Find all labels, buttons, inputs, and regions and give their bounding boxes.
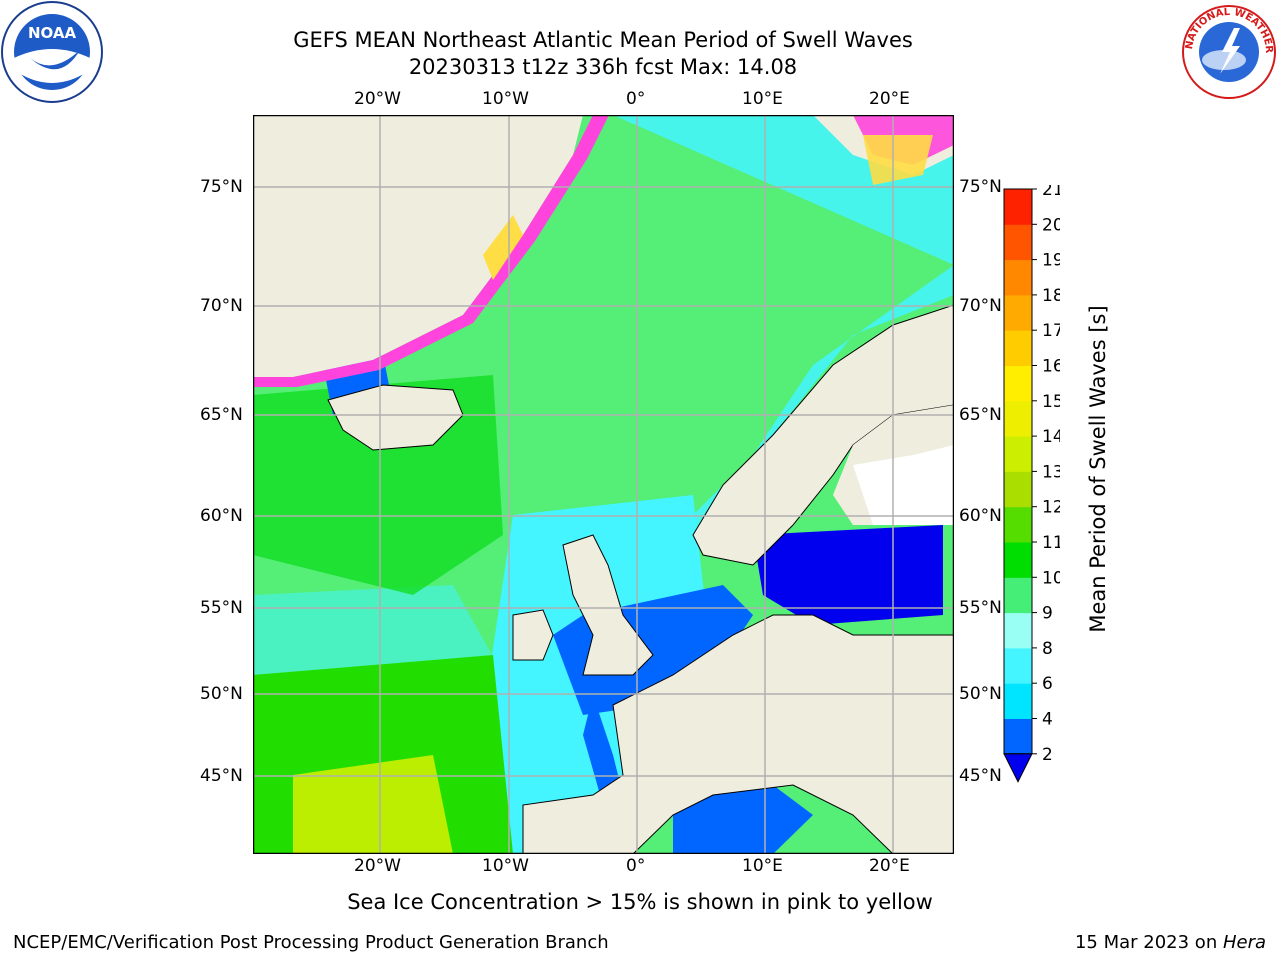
chart-subtitle: 20230313 t12z 336h fcst Max: 14.08 bbox=[408, 55, 798, 79]
lon-label-top-10e: 10°E bbox=[742, 89, 783, 109]
colorbar-tick-label: 18 bbox=[1042, 286, 1060, 306]
lat-label-right-70n: 70°N bbox=[959, 296, 1002, 316]
lat-label-left-60n: 60°N bbox=[200, 506, 243, 526]
colorbar: 2 4 6 8 9 10 11 12 13 14 15 16 17 18 19 20 21 bbox=[1000, 180, 1064, 785]
land-continental-europe bbox=[522, 614, 955, 855]
colorbar-segment bbox=[1004, 577, 1032, 614]
sea-ice-yellow-greenland bbox=[483, 215, 523, 280]
lat-label-left-75n: 75°N bbox=[200, 177, 243, 197]
colorbar-segment bbox=[1004, 506, 1032, 543]
colorbar-segment bbox=[1004, 330, 1032, 366]
colorbar-segment bbox=[1004, 436, 1032, 472]
lat-label-right-55n: 55°N bbox=[959, 598, 1002, 618]
colorbar-scale: 2 4 6 8 9 10 11 12 13 14 15 16 17 18 19 20 21 bbox=[1003, 180, 1064, 783]
swell-period-map bbox=[252, 114, 955, 855]
colorbar-tick-label: 14 bbox=[1042, 427, 1060, 447]
colorbar-segment bbox=[1004, 718, 1032, 755]
lat-label-left-70n: 70°N bbox=[200, 296, 243, 316]
map-frame bbox=[252, 114, 955, 855]
colorbar-segment bbox=[1004, 647, 1032, 684]
footer-date-text: 15 Mar 2023 on bbox=[1074, 932, 1223, 953]
footer-machine: Hera bbox=[1222, 932, 1266, 953]
lon-label-bottom-10w: 10°W bbox=[482, 856, 529, 876]
colorbar-segment bbox=[1004, 612, 1032, 649]
colorbar-tick-label: 15 bbox=[1042, 392, 1060, 412]
lat-label-right-75n: 75°N bbox=[959, 177, 1002, 197]
footer-credit: NCEP/EMC/Verification Post Processing Pr… bbox=[13, 932, 609, 953]
colorbar-segment bbox=[1004, 224, 1032, 261]
lat-label-right-50n: 50°N bbox=[959, 684, 1002, 704]
colorbar-tick-label: 11 bbox=[1042, 533, 1060, 553]
land-greenland bbox=[253, 115, 583, 377]
colorbar-tick-label: 8 bbox=[1042, 639, 1053, 659]
colorbar-tick-label: 21 bbox=[1042, 185, 1060, 200]
lon-label-top-10w: 10°W bbox=[482, 89, 529, 109]
colorbar-tick-label: 16 bbox=[1042, 357, 1060, 377]
colorbar-tick-label: 6 bbox=[1042, 674, 1053, 694]
deep-blue-baltic bbox=[753, 525, 943, 625]
lon-label-top-20w: 20°W bbox=[354, 89, 401, 109]
colorbar-segment bbox=[1004, 400, 1032, 437]
colorbar-segment bbox=[1004, 471, 1032, 508]
colorbar-tick-label: 19 bbox=[1042, 251, 1060, 271]
nws-logo: NATIONAL WEATHER SERVICE bbox=[1174, 0, 1280, 100]
lat-label-left-65n: 65°N bbox=[200, 405, 243, 425]
lon-label-bottom-20e: 20°E bbox=[869, 856, 910, 876]
land-iceland bbox=[327, 384, 464, 451]
colorbar-segment bbox=[1004, 683, 1032, 719]
unplotted-gulf-of-bothnia bbox=[853, 445, 954, 525]
footer-date: 15 Mar 2023 on Hera bbox=[1075, 932, 1266, 953]
lat-label-right-60n: 60°N bbox=[959, 506, 1002, 526]
lat-label-right-65n: 65°N bbox=[959, 405, 1002, 425]
lon-label-bottom-10e: 10°E bbox=[742, 856, 783, 876]
colorbar-segment bbox=[1004, 365, 1032, 402]
land-great-britain bbox=[562, 534, 654, 676]
blue-biscay bbox=[583, 695, 623, 805]
colorbar-tick-label: 20 bbox=[1042, 215, 1060, 235]
sea-ice-edge-greenland bbox=[253, 115, 609, 387]
lon-label-bottom-0: 0° bbox=[626, 856, 646, 876]
lat-label-right-45n: 45°N bbox=[959, 766, 1002, 786]
land-ireland bbox=[512, 609, 554, 661]
noaa-logo: NOAA bbox=[0, 0, 104, 104]
colorbar-tick-label: 10 bbox=[1042, 568, 1060, 588]
sea-ice-yellow-svalbard bbox=[863, 135, 933, 185]
colorbar-tick-label: 12 bbox=[1042, 498, 1060, 518]
colorbar-tick-label: 2 bbox=[1042, 745, 1053, 765]
yellow-green-patch bbox=[293, 755, 453, 854]
sea-ice-note: Sea Ice Concentration > 15% is shown in … bbox=[347, 890, 933, 914]
lat-label-left-45n: 45°N bbox=[200, 766, 243, 786]
graticule bbox=[253, 115, 954, 854]
noaa-logo-icon: NOAA bbox=[1, 1, 103, 103]
nws-logo-icon: NATIONAL WEATHER SERVICE bbox=[1174, 0, 1276, 99]
colorbar-segment bbox=[1004, 542, 1032, 578]
colorbar-under-extension bbox=[1003, 753, 1033, 783]
lon-label-bottom-20w: 20°W bbox=[354, 856, 401, 876]
colorbar-tick-label: 13 bbox=[1042, 462, 1060, 482]
map-panel bbox=[252, 114, 955, 855]
colorbar-tick-label: 17 bbox=[1042, 321, 1060, 341]
lat-label-left-50n: 50°N bbox=[200, 684, 243, 704]
colorbar-segment bbox=[1004, 259, 1032, 296]
blue-mediterranean bbox=[673, 785, 813, 854]
chart-title: GEFS MEAN Northeast Atlantic Mean Period… bbox=[293, 28, 913, 52]
land-norway bbox=[692, 304, 955, 566]
svg-text:NOAA: NOAA bbox=[28, 24, 77, 42]
colorbar-tick-label: 4 bbox=[1042, 710, 1053, 730]
colorbar-segment bbox=[1004, 189, 1032, 225]
lat-label-left-55n: 55°N bbox=[200, 598, 243, 618]
colorbar-segment bbox=[1004, 294, 1032, 331]
colorbar-tick-label: 9 bbox=[1042, 604, 1053, 624]
lon-label-top-0: 0° bbox=[626, 89, 646, 109]
lon-label-top-20e: 20°E bbox=[869, 89, 910, 109]
